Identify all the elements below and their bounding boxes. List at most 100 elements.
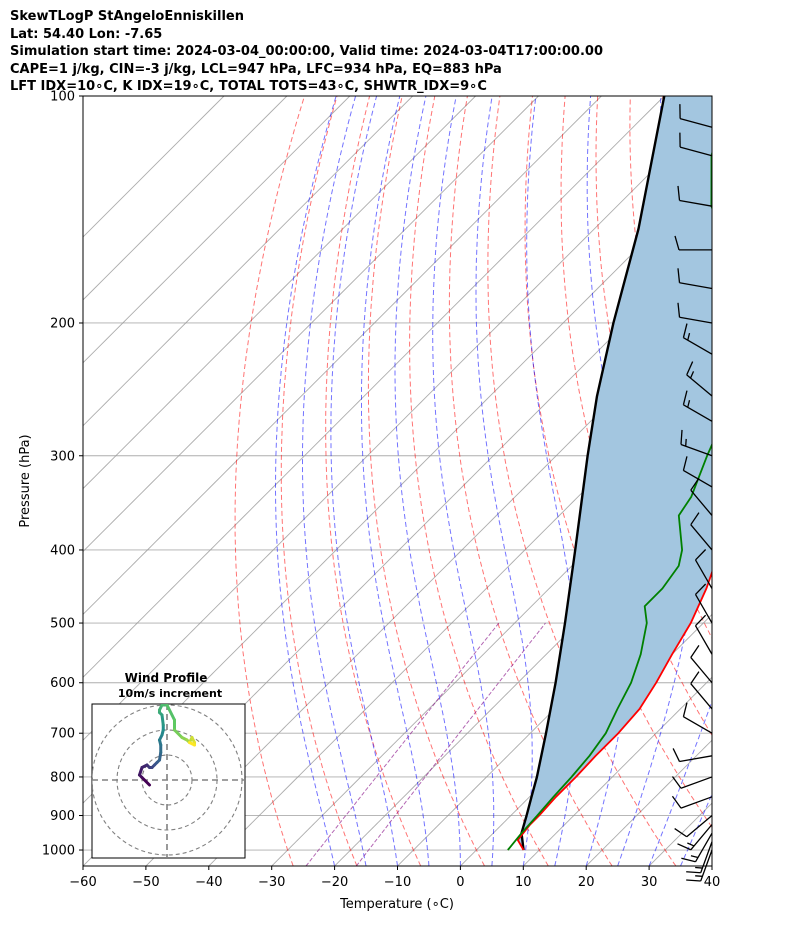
wind-barb — [672, 748, 713, 763]
hodograph-title: Wind Profile — [125, 671, 208, 685]
dry-adiabat-line — [524, 96, 712, 829]
hodograph-frame — [91, 703, 246, 859]
profile-layer — [507, 96, 712, 851]
moist-adiabat-line — [680, 793, 712, 866]
y-tick-label: 900 — [50, 809, 75, 824]
hodograph-segment — [140, 776, 151, 787]
hodograph-subtitle: 10m/s increment — [118, 687, 222, 700]
wind-barb — [690, 512, 713, 551]
wind-barb — [686, 361, 713, 397]
wind-barb — [671, 776, 713, 789]
chart-title: SkewTLogP StAngeloEnniskillen — [10, 9, 244, 24]
wind-barb — [677, 268, 713, 290]
x-axis-label: Temperature (∘C) — [339, 897, 454, 912]
wind-barb — [677, 824, 713, 851]
wind-barb — [694, 549, 713, 589]
wind-barb — [690, 671, 713, 710]
hodograph-segment — [165, 704, 176, 722]
wind-barb — [681, 832, 713, 863]
hodograph-segment — [173, 728, 184, 739]
cape-fill-layer — [517, 96, 712, 850]
isotherm-line — [83, 96, 602, 616]
x-tick-label: −10 — [384, 875, 411, 890]
location-line: Lat: 54.40 Lon: -7.65 — [10, 26, 163, 42]
x-tick-label: 10 — [515, 875, 532, 890]
dry-adiabat-line — [448, 96, 613, 866]
moist-adiabat-line — [617, 96, 699, 866]
y-tick-label: 100 — [50, 90, 75, 105]
dry-adiabat-line — [234, 96, 305, 866]
y-tick-label: 1000 — [42, 844, 75, 859]
wind-barb — [674, 815, 713, 838]
wind-barb — [686, 849, 713, 882]
dry-adiabat-line — [325, 96, 422, 866]
x-tick-label: 20 — [578, 875, 595, 890]
moist-adiabat-line — [361, 96, 430, 866]
wind-barb — [682, 702, 713, 734]
isotherm-line — [83, 96, 476, 490]
y-tick-label: 600 — [50, 676, 75, 691]
isotherm-line — [83, 96, 665, 678]
isotherm-line — [83, 96, 539, 553]
hodograph-segment — [160, 713, 165, 727]
time-line: Simulation start time: 2024-03-04_00:00:… — [10, 44, 603, 59]
wind-barb — [690, 645, 713, 684]
x-tick-label: −20 — [321, 875, 348, 890]
cape-area — [517, 96, 712, 850]
y-tick-label: 200 — [50, 316, 75, 331]
y-tick-label: 400 — [50, 543, 75, 558]
wind-barb — [686, 841, 713, 874]
wind-barb — [682, 456, 713, 488]
y-tick-label: 700 — [50, 727, 75, 742]
y-tick-label: 500 — [50, 617, 75, 632]
wind-barb — [680, 429, 713, 457]
isotherm-line — [711, 865, 712, 866]
dry-adiabat-line — [409, 96, 549, 866]
hodograph-inset: Wind Profile 10m/s increment — [91, 671, 246, 859]
y-axis-label: Pressure (hPa) — [18, 434, 33, 527]
moist-adiabat-line — [394, 96, 461, 866]
parcel-profile-line — [520, 96, 666, 851]
y-tick-label: 300 — [50, 449, 75, 464]
dewpoint-line — [507, 150, 712, 851]
dry-adiabat-line — [280, 96, 358, 866]
moist-adiabat-line — [475, 96, 533, 866]
isotherm-line — [83, 173, 712, 804]
wind-barb — [677, 185, 713, 207]
isotherm-line — [334, 487, 712, 866]
moist-adiabat-line — [330, 96, 398, 866]
x-tick-label: −60 — [69, 875, 96, 890]
wind-barb — [694, 614, 713, 655]
axis-ticks-layer: −60 −50 −40 −30 −20 −10 0 10 20 30 40 100 200 300 400 5… — [42, 90, 720, 891]
hodograph-segment — [188, 741, 196, 747]
mixing-ratio-line — [355, 622, 546, 866]
wind-barb — [682, 323, 713, 355]
x-tick-label: −30 — [258, 875, 285, 890]
isotherm-line — [522, 676, 712, 866]
moist-adiabat-line — [302, 96, 367, 866]
isotherm-line — [83, 96, 414, 427]
moist-adiabat-line — [648, 699, 712, 866]
x-tick-label: 30 — [641, 875, 658, 890]
chart-header: SkewTLogP StAngeloEnniskillen Lat: 54.40… — [10, 8, 603, 96]
wind-barbs-layer — [671, 104, 713, 882]
isotherm-line — [271, 425, 712, 866]
wind-barb — [694, 583, 713, 624]
moist-adiabat-line — [711, 864, 712, 866]
isotherm-line — [585, 739, 712, 866]
wind-barb — [671, 795, 713, 809]
dry-adiabat-line — [761, 96, 794, 866]
indices-line-2: LFT IDX=10∘C, K IDX=19∘C, TOTAL TOTS=43∘… — [10, 79, 487, 94]
moist-adiabat-line — [432, 96, 495, 866]
indices-line-1: CAPE=1 j/kg, CIN=-3 j/kg, LCL=947 hPa, L… — [10, 61, 502, 77]
x-tick-label: −50 — [132, 875, 159, 890]
mixing-ratio-line — [305, 622, 500, 866]
x-tick-label: 0 — [456, 875, 464, 890]
x-tick-label: 40 — [704, 875, 721, 890]
y-tick-label: 800 — [50, 770, 75, 785]
wind-barb — [679, 104, 713, 128]
wind-barb — [677, 302, 713, 324]
dry-adiabat-line — [560, 96, 712, 737]
dry-adiabat-line — [728, 96, 794, 866]
